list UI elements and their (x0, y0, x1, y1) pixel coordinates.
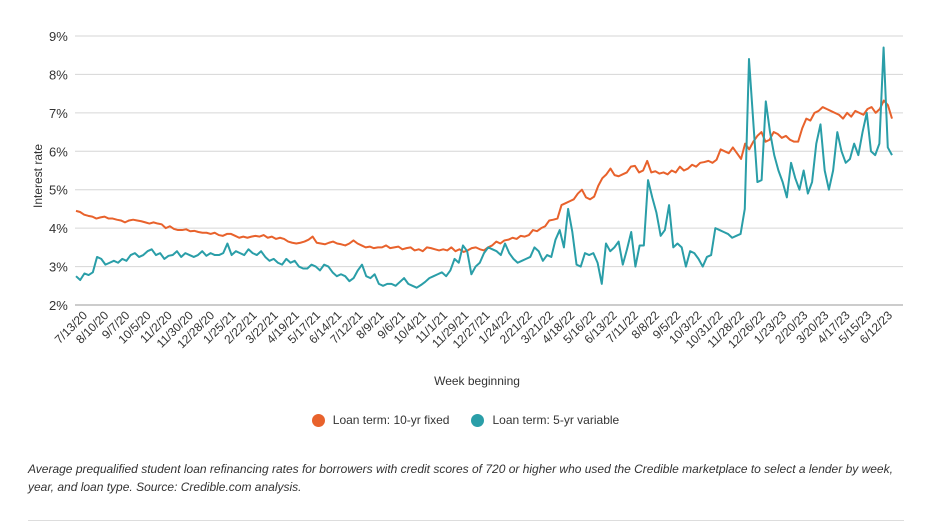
y-axis-ticks: 2% 3% 4% 5% 6% 7% 8% 9% (49, 29, 68, 313)
y-tick-label: 6% (49, 144, 68, 159)
legend-label-10yr-fixed: Loan term: 10-yr fixed (332, 413, 450, 427)
y-tick-label: 9% (49, 29, 68, 44)
legend: Loan term: 10-yr fixed Loan term: 5-yr v… (0, 413, 931, 427)
x-axis-title: Week beginning (434, 374, 520, 388)
y-tick-label: 4% (49, 221, 68, 236)
series-lines (75, 46, 893, 289)
y-tick-label: 3% (49, 260, 68, 275)
y-axis-title: Interest rate (31, 144, 45, 208)
series-line-10yr-fixed (75, 99, 893, 253)
bottom-divider (28, 520, 904, 521)
legend-item-10yr-fixed[interactable]: Loan term: 10-yr fixed (311, 413, 450, 427)
x-axis-ticks: 7/13/208/10/209/7/2010/5/2011/2/2011/30/… (52, 308, 895, 351)
legend-marker-10yr-fixed (311, 413, 325, 427)
legend-marker-5yr-variable (471, 413, 485, 427)
gridlines (75, 35, 903, 306)
series-line-5yr-variable (75, 46, 893, 289)
y-tick-label: 8% (49, 67, 68, 82)
chart-caption: Average prequalified student loan refina… (28, 462, 893, 494)
legend-label-5yr-variable: Loan term: 5-yr variable (492, 413, 620, 427)
y-tick-label: 7% (49, 106, 68, 121)
chart: 2% 3% 4% 5% 6% 7% 8% 9% 7/13/208/10/209/7/2010/… (31, 29, 903, 388)
y-tick-label: 2% (49, 298, 68, 313)
legend-item-5yr-variable[interactable]: Loan term: 5-yr variable (471, 413, 619, 427)
y-tick-label: 5% (49, 183, 68, 198)
